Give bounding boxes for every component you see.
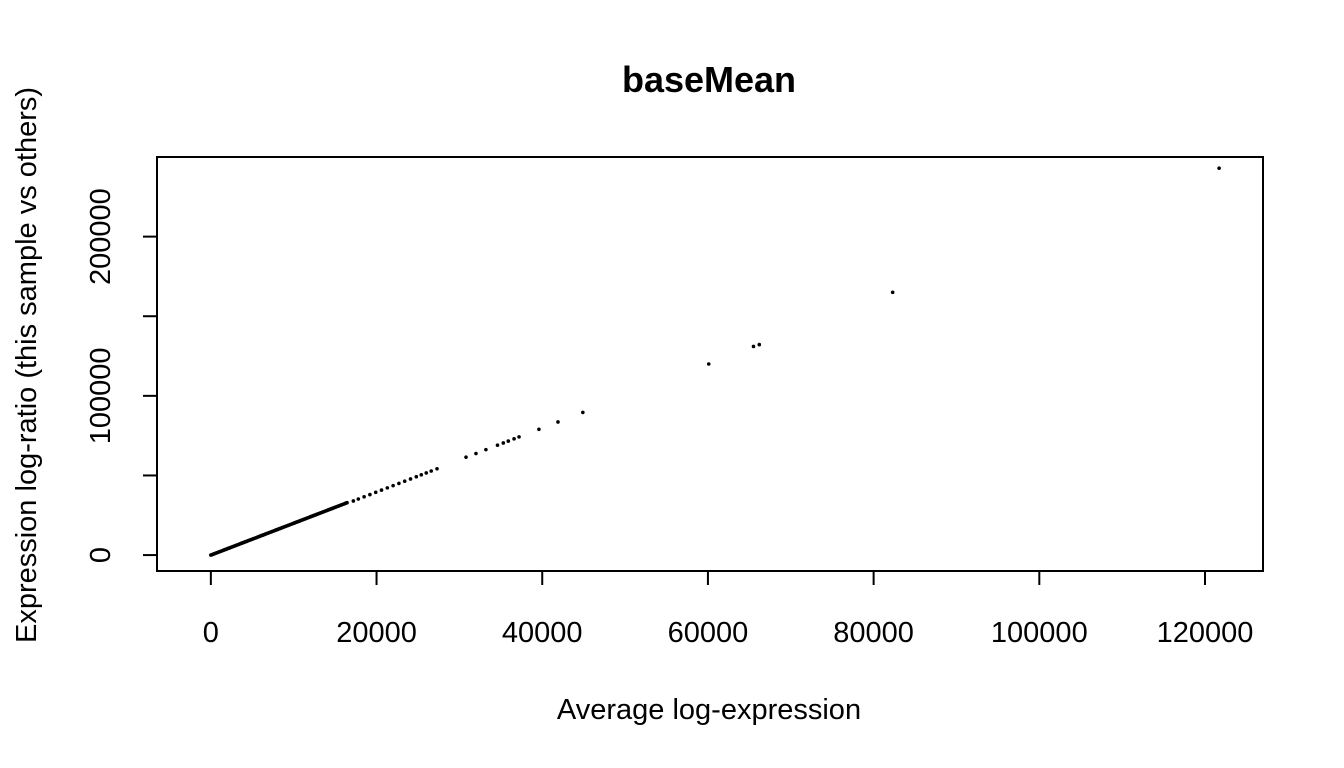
- x-axis: 0 20000 40000 60000 80000 100000 120000: [203, 570, 1254, 649]
- data-point: [501, 441, 506, 445]
- data-point: [391, 483, 395, 488]
- data-point: [402, 479, 407, 483]
- data-point: [408, 477, 413, 481]
- data-point: [757, 342, 762, 347]
- y-tick-label: 100000: [85, 347, 117, 444]
- data-point: [362, 494, 366, 499]
- data-point: [414, 474, 419, 479]
- data-point: [484, 447, 488, 452]
- data-point: [379, 488, 384, 492]
- data-point: [429, 469, 434, 473]
- data-point: [356, 497, 361, 501]
- x-tick-label: 120000: [1157, 617, 1254, 649]
- x-tick-label: 0: [203, 617, 219, 649]
- data-point: [1217, 166, 1221, 170]
- data-points: [209, 166, 1221, 557]
- x-axis-label: Average log-expression: [557, 694, 861, 726]
- data-point: [351, 499, 356, 503]
- data-point: [345, 500, 349, 505]
- data-point: [373, 490, 378, 495]
- data-point: [706, 362, 711, 366]
- data-point: [512, 437, 516, 441]
- x-tick-label: 100000: [991, 617, 1088, 649]
- data-point: [506, 439, 511, 443]
- data-point: [581, 410, 585, 415]
- data-point: [419, 473, 424, 477]
- y-tick-label: 0: [85, 547, 117, 563]
- x-tick-label: 80000: [833, 617, 914, 649]
- x-tick-label: 60000: [668, 617, 749, 649]
- y-axis: 0 100000 200000: [85, 188, 158, 563]
- x-tick-label: 40000: [502, 617, 583, 649]
- data-point: [537, 427, 541, 432]
- chart-title: baseMean: [622, 59, 796, 100]
- data-point: [890, 290, 895, 295]
- x-tick-label: 20000: [336, 617, 417, 649]
- data-point: [495, 443, 500, 448]
- data-point: [424, 471, 429, 475]
- data-point: [368, 492, 372, 497]
- y-axis-label: Expression log-ratio (this sample vs oth…: [11, 87, 43, 643]
- data-point: [751, 344, 756, 349]
- data-point: [385, 486, 390, 490]
- y-tick-label: 200000: [85, 188, 117, 285]
- data-point: [435, 466, 439, 471]
- data-point: [556, 420, 560, 424]
- data-point: [517, 435, 521, 439]
- data-point: [474, 451, 478, 456]
- data-point: [397, 481, 401, 486]
- data-point: [464, 455, 468, 459]
